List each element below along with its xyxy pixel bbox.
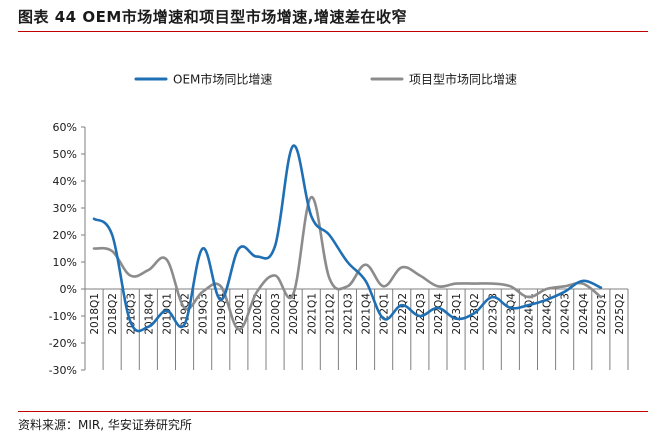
x-tick-label: 2021Q2 — [324, 293, 336, 335]
x-tick-label: 2019Q4 — [216, 293, 228, 335]
x-tick-label: 2022Q2 — [397, 293, 409, 335]
source-note: 资料来源：MIR, 华安证券研究所 — [18, 418, 192, 432]
x-tick-label: 2023Q1 — [451, 293, 463, 335]
x-tick-label: 2019Q1 — [161, 293, 173, 335]
y-tick-label: 30% — [53, 202, 77, 215]
x-tick-label: 2021Q1 — [306, 293, 318, 335]
x-tick-label: 2024Q3 — [560, 293, 572, 335]
x-tick-label: 2023Q4 — [505, 293, 517, 335]
x-tick-label: 2024Q4 — [578, 293, 590, 335]
legend: OEM市场同比增速 项目型市场同比增速 — [134, 72, 517, 87]
x-tick-label: 2020Q4 — [288, 293, 300, 335]
x-tick-label: 2022Q4 — [433, 293, 445, 335]
y-tick-label: -30% — [49, 364, 77, 377]
x-tick-label: 2022Q3 — [415, 293, 427, 335]
x-tick-label: 2018Q3 — [125, 293, 137, 335]
line-chart: OEM市场同比增速 项目型市场同比增速 -30% -20% -10% 0% 10% 20% 3… — [49, 72, 629, 377]
legend-label-project: 项目型市场同比增速 — [409, 72, 517, 87]
y-tick-label: 0% — [60, 283, 77, 296]
x-tick-label: 2024Q2 — [542, 293, 554, 335]
x-tick-label: 2024Q1 — [523, 293, 535, 335]
x-tick-label: 2020Q3 — [270, 293, 282, 335]
y-tick-label: 60% — [53, 121, 77, 134]
y-tick-label: 40% — [53, 175, 77, 188]
x-tick-label: 2021Q3 — [342, 293, 354, 335]
series-layer — [92, 144, 603, 333]
x-tick-label: 2023Q3 — [487, 293, 499, 335]
figure-title: 图表 44 OEM市场增速和项目型市场增速,增速差在收窄 — [18, 8, 407, 26]
series-line-project — [92, 195, 603, 331]
y-tick-label: 50% — [53, 148, 77, 161]
x-tick-label: 2021Q4 — [361, 293, 373, 335]
y-tick-label: 20% — [53, 229, 77, 242]
x-tick-label: 2025Q2 — [614, 293, 626, 335]
y-tick-label: -20% — [49, 337, 77, 350]
x-tick-label: 2020Q2 — [252, 293, 264, 335]
y-tick-label: 10% — [53, 256, 77, 269]
x-tick-label: 2022Q1 — [379, 293, 391, 335]
y-tick-label: -10% — [49, 310, 77, 323]
title-rule — [18, 31, 648, 32]
footer-rule — [18, 411, 648, 412]
x-tick-label: 2019Q3 — [198, 293, 210, 335]
legend-label-oem: OEM市场同比增速 — [173, 72, 272, 87]
series-line-oem — [92, 144, 603, 333]
x-tick-label: 2025Q1 — [596, 293, 608, 335]
x-tick-label: 2018Q2 — [107, 293, 119, 335]
x-tick-label: 2018Q1 — [89, 293, 101, 335]
